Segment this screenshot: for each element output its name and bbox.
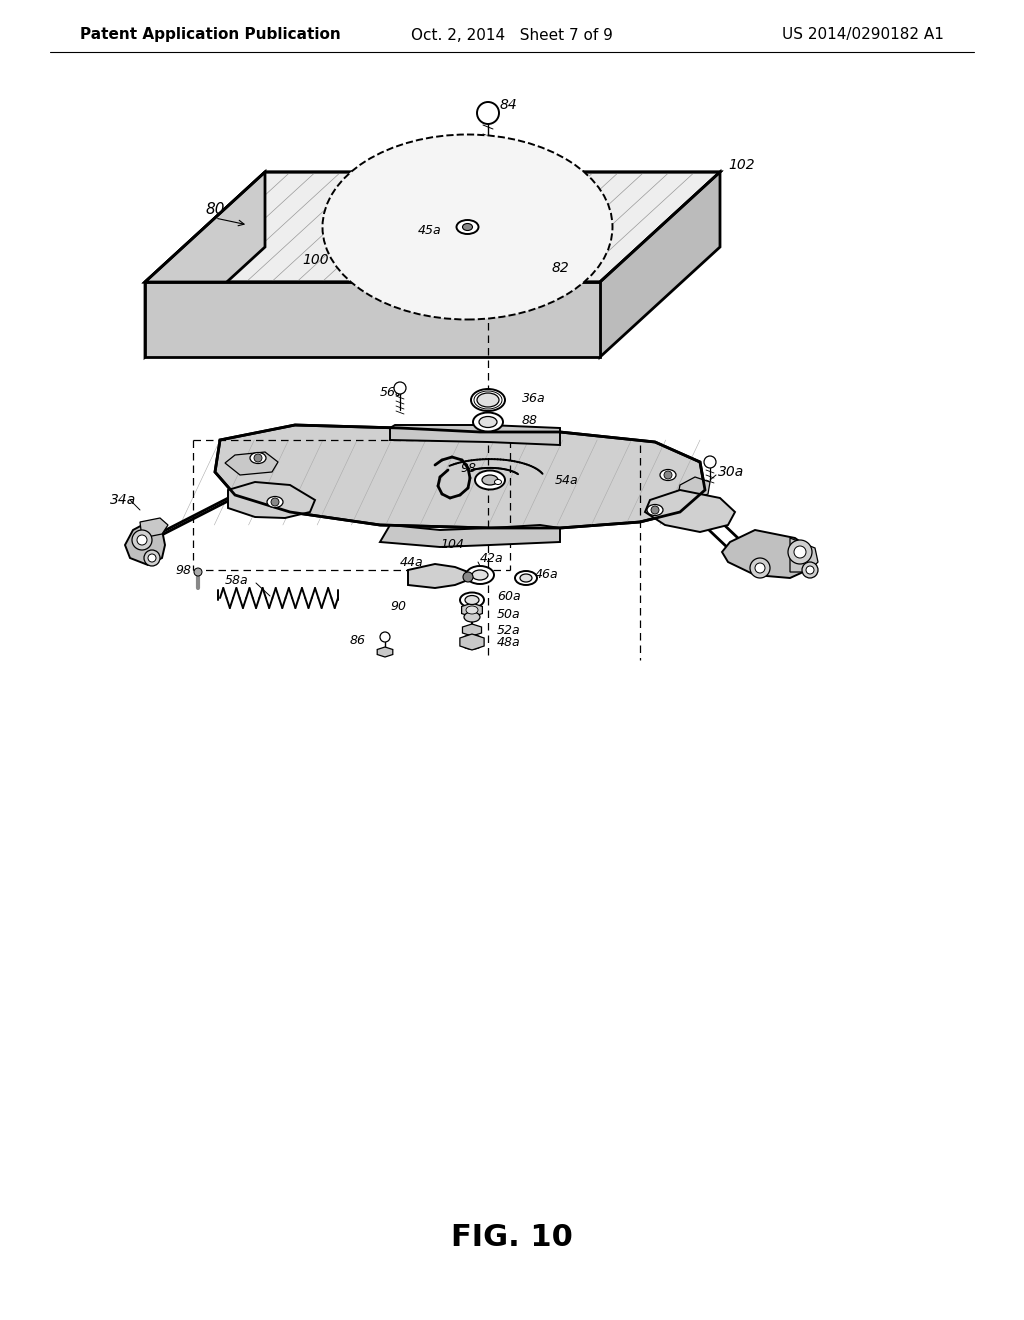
Text: 34a: 34a — [110, 492, 136, 507]
Ellipse shape — [457, 220, 478, 234]
Ellipse shape — [471, 389, 505, 411]
Polygon shape — [228, 482, 315, 517]
Text: FIG. 10: FIG. 10 — [451, 1224, 573, 1253]
Polygon shape — [225, 451, 278, 475]
Polygon shape — [645, 490, 735, 532]
Polygon shape — [678, 477, 710, 500]
Ellipse shape — [465, 595, 479, 605]
Circle shape — [755, 564, 765, 573]
Text: Oct. 2, 2014   Sheet 7 of 9: Oct. 2, 2014 Sheet 7 of 9 — [411, 28, 613, 42]
Circle shape — [802, 562, 818, 578]
Polygon shape — [790, 539, 818, 572]
Text: 50a: 50a — [497, 609, 520, 622]
Text: 46a: 46a — [535, 569, 559, 582]
Circle shape — [144, 550, 160, 566]
Text: 84: 84 — [500, 98, 518, 112]
Circle shape — [380, 632, 390, 642]
Circle shape — [794, 546, 806, 558]
Polygon shape — [145, 172, 265, 356]
Polygon shape — [408, 564, 468, 587]
Text: 38a: 38a — [522, 432, 546, 445]
Text: 98: 98 — [175, 564, 191, 577]
Circle shape — [477, 102, 499, 124]
Text: 104: 104 — [440, 539, 464, 552]
Ellipse shape — [472, 570, 488, 579]
Text: 52a: 52a — [497, 623, 520, 636]
Polygon shape — [380, 525, 560, 546]
Polygon shape — [140, 517, 168, 539]
Circle shape — [254, 454, 262, 462]
Ellipse shape — [466, 566, 494, 583]
Circle shape — [137, 535, 147, 545]
Ellipse shape — [250, 453, 266, 463]
Ellipse shape — [520, 574, 532, 582]
Circle shape — [651, 506, 659, 513]
Polygon shape — [215, 425, 705, 528]
Text: 48a: 48a — [497, 635, 520, 648]
Ellipse shape — [495, 479, 502, 484]
Polygon shape — [600, 172, 720, 356]
Circle shape — [194, 568, 202, 576]
Ellipse shape — [466, 606, 478, 614]
Polygon shape — [125, 521, 165, 565]
Text: 54a: 54a — [555, 474, 579, 487]
Polygon shape — [462, 603, 482, 616]
Text: 90: 90 — [390, 599, 406, 612]
Ellipse shape — [647, 504, 663, 516]
Polygon shape — [145, 172, 720, 282]
Ellipse shape — [477, 393, 499, 407]
Text: 36a: 36a — [522, 392, 546, 404]
Circle shape — [705, 455, 716, 469]
Text: 44a: 44a — [400, 557, 424, 569]
Text: 30a: 30a — [718, 465, 744, 479]
Text: 88: 88 — [522, 413, 538, 426]
Polygon shape — [377, 647, 393, 657]
Circle shape — [750, 558, 770, 578]
Ellipse shape — [660, 470, 676, 480]
Circle shape — [463, 572, 473, 582]
Ellipse shape — [461, 635, 483, 649]
Text: 86: 86 — [350, 634, 366, 647]
Ellipse shape — [479, 417, 497, 428]
Polygon shape — [460, 634, 484, 649]
Text: 60a: 60a — [497, 590, 520, 602]
Polygon shape — [145, 282, 600, 356]
Text: US 2014/0290182 A1: US 2014/0290182 A1 — [782, 28, 944, 42]
Circle shape — [664, 471, 672, 479]
Text: 32a: 32a — [736, 554, 762, 569]
Text: 98: 98 — [460, 462, 476, 474]
Text: 100: 100 — [302, 253, 329, 267]
Text: 102: 102 — [728, 158, 755, 172]
Ellipse shape — [473, 412, 503, 432]
Ellipse shape — [482, 475, 498, 484]
Circle shape — [132, 531, 152, 550]
Text: 58a: 58a — [225, 573, 249, 586]
Circle shape — [148, 554, 156, 562]
Text: Patent Application Publication: Patent Application Publication — [80, 28, 341, 42]
Polygon shape — [390, 425, 560, 445]
Ellipse shape — [475, 470, 505, 490]
Ellipse shape — [464, 612, 480, 622]
Ellipse shape — [267, 496, 283, 507]
Polygon shape — [463, 624, 481, 636]
Text: 82: 82 — [552, 261, 569, 275]
Ellipse shape — [460, 593, 484, 607]
Polygon shape — [722, 531, 815, 578]
Ellipse shape — [323, 135, 612, 319]
Circle shape — [806, 566, 814, 574]
Circle shape — [394, 381, 406, 393]
Circle shape — [788, 540, 812, 564]
Text: 45a: 45a — [418, 223, 441, 236]
Circle shape — [271, 498, 279, 506]
Text: 56a: 56a — [380, 385, 403, 399]
Text: 80: 80 — [205, 202, 224, 218]
Ellipse shape — [463, 223, 472, 231]
Text: 42a: 42a — [480, 552, 504, 565]
Ellipse shape — [515, 572, 537, 585]
